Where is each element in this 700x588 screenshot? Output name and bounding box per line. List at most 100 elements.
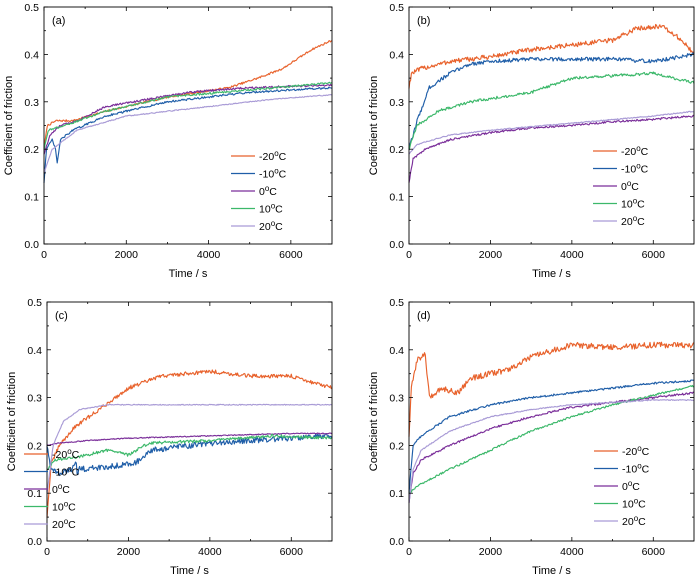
y-axis-label: Coefficient of friction	[3, 76, 15, 175]
y-tick-label: 0.0	[389, 239, 404, 251]
x-tick-label: 6000	[279, 249, 303, 261]
series-line-10C	[46, 433, 333, 471]
x-tick-label: 6000	[280, 546, 304, 558]
x-tick-label: 0	[406, 546, 412, 558]
panel-label: (b)	[417, 15, 430, 27]
legend-label-10C: 10oC	[52, 500, 76, 514]
legend: -20oC -10oC 0oC 10oC 20oC	[231, 149, 287, 233]
series-line-0C	[46, 432, 333, 447]
legend-label-0C: 0oC	[259, 184, 277, 198]
chart-panel-a: 0.0 0.1 0.2 0.3 0.4 0.5 0 2000 4000 6000 Time / s C…	[3, 2, 333, 280]
panel-label: (c)	[55, 310, 68, 322]
series-line-0C	[408, 391, 695, 504]
panel-label: (a)	[52, 15, 65, 27]
legend-label-10C: 10oC	[622, 497, 646, 511]
x-tick-label: 0	[44, 546, 50, 558]
y-tick-label: 0.2	[24, 144, 39, 156]
series-line--10C	[43, 86, 333, 183]
x-tick-label: 0	[41, 249, 47, 261]
y-tick-label: 0.0	[27, 536, 42, 548]
legend-label-0C: 0oC	[622, 479, 640, 493]
series-line-10C	[408, 71, 695, 150]
x-tick-label: 2000	[117, 546, 141, 558]
series-line-20C	[46, 403, 332, 494]
legend: -20oC -10oC 0oC 10oC 20oC	[594, 444, 650, 528]
legend-label-20C: 20oC	[259, 219, 283, 233]
y-tick-label: 0.4	[389, 345, 404, 357]
chart-panel-c: 0.0 0.1 0.2 0.3 0.4 0.5 0 2000 4000 6000 Time / s C…	[6, 297, 333, 577]
legend-label--20C: -20oC	[621, 144, 649, 158]
x-axis-label: Time / s	[532, 268, 571, 280]
series-line-0C	[408, 114, 695, 183]
y-tick-label: 0.1	[389, 488, 404, 500]
plot-frame	[408, 301, 695, 542]
legend: -20oC -10oC 0oC 10oC 20oC	[24, 447, 80, 531]
x-axis-label: Time / s	[169, 268, 208, 280]
y-tick-label: 0.2	[389, 144, 404, 156]
plot-frame	[43, 6, 333, 245]
y-axis-label: Coefficient of friction	[368, 372, 380, 471]
legend-label-0C: 0oC	[621, 179, 639, 193]
y-axis-label: Coefficient of friction	[368, 76, 380, 175]
series-line-10C	[408, 384, 695, 494]
legend-label-10C: 10oC	[621, 197, 645, 211]
legend-label-20C: 20oC	[621, 214, 645, 228]
series-line-20C	[408, 110, 695, 155]
series-line--10C	[408, 52, 695, 151]
x-tick-label: 0	[406, 249, 412, 261]
x-axis-label: Time / s	[170, 565, 209, 577]
legend-label--10C: -10oC	[259, 167, 287, 181]
legend-label--20C: -20oC	[622, 444, 650, 458]
legend-label--10C: -10oC	[621, 162, 649, 176]
x-tick-label: 4000	[198, 546, 222, 558]
y-tick-label: 0.4	[27, 345, 42, 357]
panel-label: (d)	[417, 310, 430, 322]
x-tick-label: 2000	[479, 546, 503, 558]
legend: -20oC -10oC 0oC 10oC 20oC	[593, 144, 649, 228]
series-line--20C	[46, 369, 333, 518]
y-tick-label: 0.0	[389, 536, 404, 548]
y-tick-label: 0.3	[24, 97, 39, 109]
x-tick-label: 6000	[642, 546, 666, 558]
chart-panel-b: 0.0 0.1 0.2 0.3 0.4 0.5 0 2000 4000 6000 Time / s C…	[368, 2, 695, 280]
y-tick-label: 0.0	[24, 239, 39, 251]
legend-label--20C: -20oC	[52, 447, 80, 461]
series-line--20C	[43, 40, 333, 150]
series-line--10C	[408, 379, 695, 494]
series-line-20C	[408, 399, 695, 503]
y-tick-label: 0.3	[389, 393, 404, 405]
x-tick-label: 6000	[642, 249, 666, 261]
x-tick-label: 2000	[115, 249, 139, 261]
legend-label-20C: 20oC	[622, 514, 646, 528]
series-line-10C	[43, 81, 333, 150]
y-tick-label: 0.1	[389, 192, 404, 204]
y-tick-label: 0.3	[27, 393, 42, 405]
y-tick-label: 0.2	[389, 440, 404, 452]
plot-frame	[46, 301, 333, 542]
x-tick-label: 2000	[479, 249, 503, 261]
y-tick-label: 0.5	[389, 297, 404, 309]
y-tick-label: 0.1	[27, 488, 42, 500]
y-tick-label: 0.3	[389, 97, 404, 109]
y-tick-label: 0.2	[27, 440, 42, 452]
legend-label--20C: -20oC	[259, 149, 287, 163]
y-tick-label: 0.5	[389, 2, 404, 14]
chart-panel-d: 0.0 0.1 0.2 0.3 0.4 0.5 0 2000 4000 6000 Time / s C…	[368, 297, 695, 577]
series-line--20C	[408, 23, 695, 89]
x-axis-label: Time / s	[532, 565, 571, 577]
legend-label--10C: -10oC	[622, 462, 650, 476]
series-line-20C	[43, 94, 333, 174]
x-tick-label: 4000	[197, 249, 221, 261]
y-axis-label: Coefficient of friction	[6, 372, 18, 471]
legend-label-10C: 10oC	[259, 202, 283, 216]
legend-label-0C: 0oC	[52, 482, 70, 496]
y-tick-label: 0.5	[27, 297, 42, 309]
legend-label-20C: 20oC	[52, 517, 76, 531]
y-tick-label: 0.4	[389, 49, 404, 61]
y-tick-label: 0.1	[24, 192, 39, 204]
x-tick-label: 4000	[560, 546, 584, 558]
x-tick-label: 4000	[560, 249, 584, 261]
y-tick-label: 0.5	[24, 2, 39, 14]
legend-label--10C: -10oC	[52, 465, 80, 479]
